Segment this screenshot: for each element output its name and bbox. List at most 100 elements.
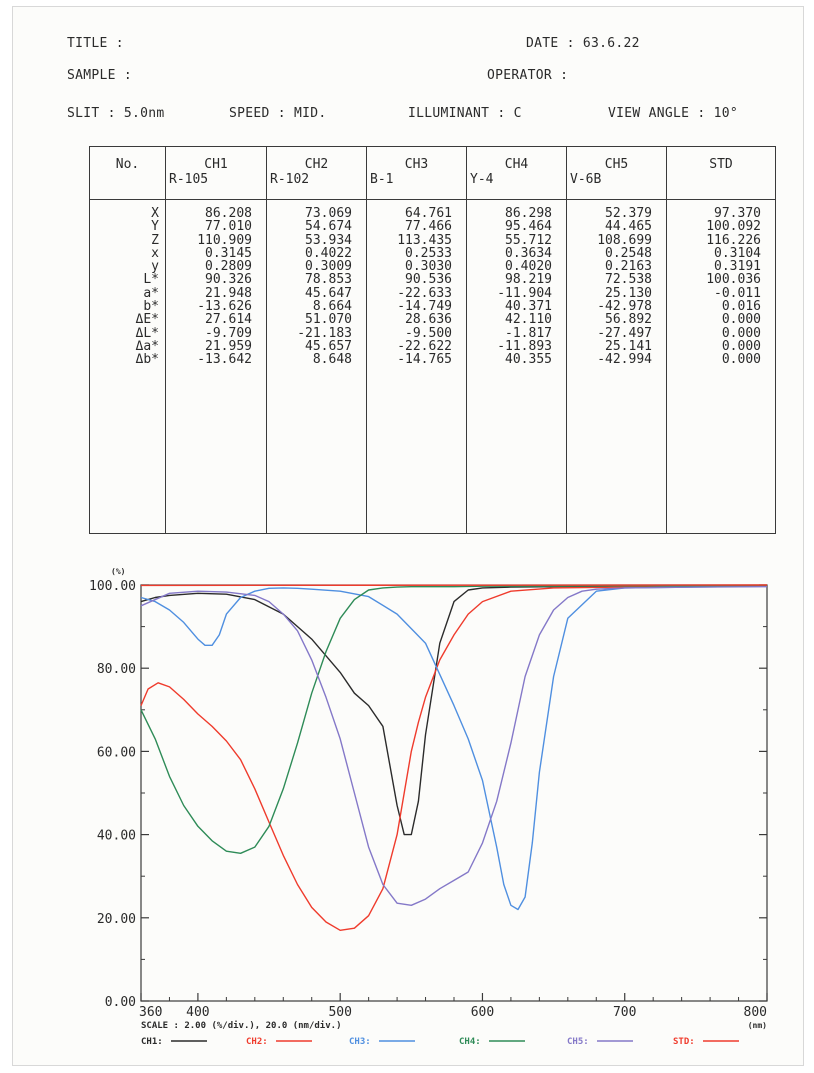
speed-value: SPEED : MID. <box>229 106 327 121</box>
row-label: Δb* <box>135 352 159 368</box>
report-sheet: TITLE : DATE : 63.6.22 SAMPLE : OPERATOR… <box>12 6 804 1066</box>
series-line-ch5 <box>140 586 768 906</box>
legend-label: CH5: <box>567 1037 589 1047</box>
row-label: y <box>151 259 159 275</box>
plot-frame <box>140 584 768 1002</box>
table-cell: 45.657 <box>305 338 352 354</box>
x-unit-label: (nm) <box>748 1021 767 1030</box>
table-column-ch5: CH5 V-6B 52.379 44.465 108.699 0.2548 0.… <box>566 147 666 533</box>
table-cell: -13.626 <box>197 299 252 315</box>
table-cell: 25.141 <box>605 338 652 354</box>
row-label: x <box>151 245 159 261</box>
table-cell: 25.130 <box>605 285 652 301</box>
table-cell: -21.183 <box>297 325 352 341</box>
table-cell: 0.3104 <box>714 245 761 261</box>
table-cell: 51.070 <box>305 312 352 328</box>
y-tick-label: 0.00 <box>105 995 136 1010</box>
table-cell: 72.538 <box>605 272 652 288</box>
table-cell: 0.000 <box>721 352 761 368</box>
x-tick-label: 700 <box>613 1005 636 1020</box>
table-cell: 0.000 <box>721 338 761 354</box>
table-cell: 0.3030 <box>405 259 452 275</box>
table-cell: 21.948 <box>205 285 252 301</box>
row-label: ΔL* <box>135 325 159 341</box>
table-cell: -42.994 <box>597 352 652 368</box>
table-cell: 97.370 <box>714 206 761 221</box>
x-tick-label: 500 <box>328 1005 351 1020</box>
table-cell: 95.464 <box>505 219 552 235</box>
series-line-ch1 <box>140 585 768 836</box>
y-tick-label: 100.00 <box>89 579 136 594</box>
column-values: 52.379 44.465 108.699 0.2548 0.2163 72.5… <box>597 207 652 367</box>
x-tick-label: 600 <box>471 1005 494 1020</box>
table-cell: -14.749 <box>397 299 452 315</box>
table-cell: 0.4020 <box>505 259 552 275</box>
measurement-table: No. X Y Z x y L* a* b* ΔE* ΔL* Δa* Δb* C… <box>89 146 776 534</box>
table-cell: -22.622 <box>397 338 452 354</box>
row-label: a* <box>143 285 159 301</box>
column-name: STD <box>709 157 733 172</box>
row-label: b* <box>143 299 159 315</box>
legend-label: CH3: <box>349 1037 371 1047</box>
table-cell: 0.000 <box>721 325 761 341</box>
column-values: 86.208 77.010 110.909 0.3145 0.2809 90.3… <box>197 207 252 367</box>
legend-label: CH4: <box>459 1037 481 1047</box>
table-cell: 90.326 <box>205 272 252 288</box>
slit-value: SLIT : 5.0nm <box>67 106 165 121</box>
series-line-ch3 <box>140 585 768 911</box>
column-sample: V-6B <box>570 172 602 187</box>
table-cell: 0.3634 <box>505 245 552 261</box>
table-cell: -14.765 <box>397 352 452 368</box>
table-cell: 55.712 <box>505 232 552 248</box>
table-cell: 0.4022 <box>305 245 352 261</box>
table-cell: -11.904 <box>497 285 552 301</box>
table-cell: 0.3009 <box>305 259 352 275</box>
table-cell: -9.500 <box>405 325 452 341</box>
table-cell: 42.110 <box>505 312 552 328</box>
table-cell: 45.647 <box>305 285 352 301</box>
table-column-labels: No. X Y Z x y L* a* b* ΔE* ΔL* Δa* Δb* <box>90 147 165 533</box>
column-name: CH5 <box>604 157 629 172</box>
y-tick-label: 60.00 <box>97 745 136 760</box>
column-values: 86.298 95.464 55.712 0.3634 0.4020 98.21… <box>497 207 552 367</box>
illuminant-value: ILLUMINANT : C <box>408 106 522 121</box>
table-cell: -27.497 <box>597 325 652 341</box>
table-cell: 86.208 <box>205 206 252 221</box>
table-cell: 54.674 <box>305 219 352 235</box>
y-tick-label: 40.00 <box>97 829 136 844</box>
view-angle-value: VIEW ANGLE : 10° <box>608 106 739 121</box>
row-label: X <box>151 206 159 221</box>
column-sample: B-1 <box>370 172 394 187</box>
column-sample: Y-4 <box>470 172 494 187</box>
table-cell: -11.893 <box>497 338 552 354</box>
table-cell: 64.761 <box>405 206 452 221</box>
table-cell: 0.2163 <box>605 259 652 275</box>
table-cell: -13.642 <box>197 352 252 368</box>
row-labels: X Y Z x y L* a* b* ΔE* ΔL* Δa* Δb* <box>136 207 159 367</box>
table-cell: 8.648 <box>312 352 352 368</box>
table-cell: 8.664 <box>312 299 352 315</box>
table-cell: 52.379 <box>605 206 652 221</box>
date-value: DATE : 63.6.22 <box>526 36 640 51</box>
table-cell: 77.010 <box>205 219 252 235</box>
series-line-ch4 <box>140 585 767 854</box>
table-cell: 73.069 <box>305 206 352 221</box>
table-column-ch4: CH4 Y-4 86.298 95.464 55.712 0.3634 0.40… <box>466 147 566 533</box>
sample-label: SAMPLE : <box>67 68 133 83</box>
table-cell: -22.633 <box>397 285 452 301</box>
table-cell: 116.226 <box>706 232 761 248</box>
table-cell: 98.219 <box>505 272 552 288</box>
table-cell: 0.2548 <box>605 245 652 261</box>
scale-text: SCALE : 2.00 (%/div.), 20.0 (nm/div.) <box>141 1020 341 1031</box>
x-tick-label: 400 <box>186 1005 209 1020</box>
legend-label: STD: <box>673 1037 695 1047</box>
y-unit-label: (%) <box>111 567 125 576</box>
table-cell: 21.959 <box>205 338 252 354</box>
y-tick-label: 20.00 <box>97 912 136 927</box>
table-header-divider <box>90 199 775 200</box>
table-cell: 100.092 <box>706 219 761 235</box>
row-label: Z <box>151 232 159 248</box>
legend-label: CH2: <box>246 1037 268 1047</box>
table-cell: 0.016 <box>721 299 761 315</box>
table-cell: 53.934 <box>305 232 352 248</box>
